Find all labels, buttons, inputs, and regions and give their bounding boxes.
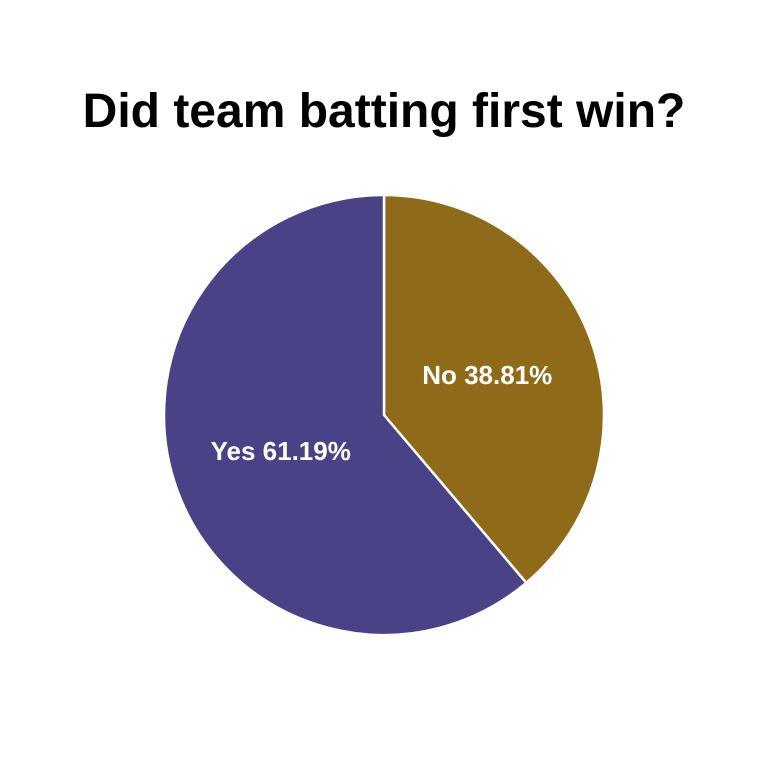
- slice-label-no: No 38.81%: [422, 360, 552, 390]
- chart-title: Did team batting first win?: [82, 85, 686, 138]
- slice-label-yes: Yes 61.19%: [211, 436, 351, 466]
- pie-slice-no: [382, 193, 606, 585]
- pie-slice-yes: [162, 193, 528, 637]
